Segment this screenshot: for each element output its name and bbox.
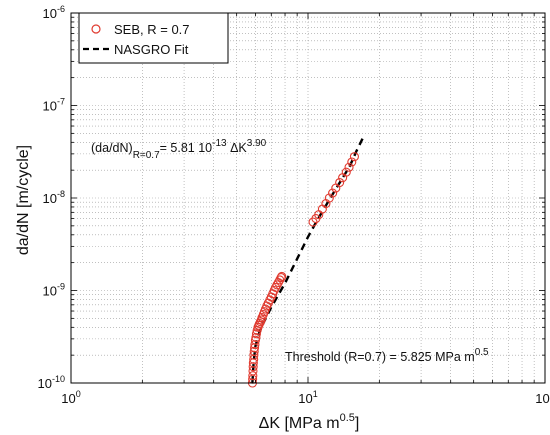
equation-exponent-1: -13 — [212, 138, 227, 149]
equation-variable: ΔK — [227, 141, 248, 155]
data-point-seb — [347, 157, 357, 167]
data-point-seb — [349, 152, 359, 162]
y-tick-label: 10-6 — [43, 4, 65, 21]
threshold-annotation: Threshold (R=0.7) = 5.825 MPa m0.5 — [285, 347, 489, 364]
data-point-seb — [249, 346, 259, 356]
data-point-seb — [277, 271, 287, 281]
legend-label-seb: SEB, R = 0.7 — [114, 22, 190, 37]
y-tick-label: 10-8 — [43, 189, 65, 206]
x-axis-label-main: ΔK [MPa m — [259, 415, 340, 432]
data-point-seb — [248, 371, 258, 381]
data-point-seb — [251, 332, 261, 343]
data-point-seb — [344, 162, 354, 172]
equation-lhs: (da/dN) — [91, 141, 133, 155]
data-point-seb — [324, 193, 334, 203]
data-point-seb — [335, 177, 345, 188]
data-point-seb — [276, 273, 286, 283]
equation-exponent-2: 3.90 — [247, 138, 267, 149]
data-point-seb — [248, 362, 258, 372]
legend-marker-seb — [91, 24, 101, 34]
data-point-seb — [250, 340, 260, 350]
axis-ticks: 100 101 102 10-10 10-9 10-8 10-7 10-6 — [38, 4, 550, 406]
y-tick-label: 10-10 — [38, 374, 65, 391]
data-series — [247, 137, 364, 388]
data-point-seb — [251, 329, 261, 339]
data-point-seb — [271, 282, 281, 292]
equation-coefficient: = 5.81 10 — [160, 141, 213, 155]
y-axis-label: da/dN [m/cycle] — [15, 145, 32, 255]
y-tick-label: 10-9 — [43, 282, 65, 299]
x-axis-label-sup: 0.5 — [340, 412, 355, 424]
x-axis-label-end: ] — [355, 415, 359, 432]
threshold-sup: 0.5 — [475, 347, 489, 358]
legend: SEB, R = 0.7 NASGRO Fit — [78, 12, 229, 64]
equation-annotation: (da/dN)R=0.7= 5.81 10-13 ΔK3.90 — [91, 138, 267, 161]
x-axis-label: ΔK [MPa m0.5] — [259, 412, 360, 432]
legend-label-fit: NASGRO Fit — [114, 42, 189, 57]
equation-subscript: R=0.7 — [133, 150, 160, 161]
threshold-text: Threshold (R=0.7) = 5.825 MPa m — [285, 350, 475, 364]
legend-box — [78, 12, 229, 64]
x-tick-label: 101 — [298, 389, 317, 406]
y-tick-label: 10-7 — [43, 97, 65, 114]
data-point-seb — [341, 167, 351, 177]
data-point-seb — [249, 350, 259, 360]
grid-lines — [70, 13, 545, 384]
x-tick-label: 100 — [61, 389, 80, 406]
x-tick-label: 102 — [535, 389, 550, 406]
data-point-seb — [328, 188, 338, 198]
data-point-seb — [272, 280, 282, 290]
